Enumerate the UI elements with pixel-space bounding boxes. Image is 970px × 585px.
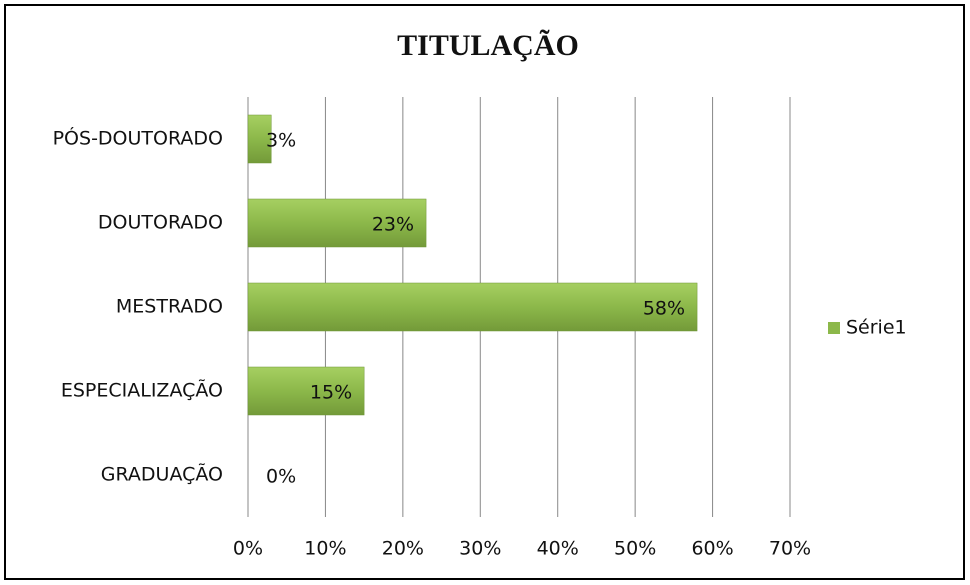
bar: [247, 198, 427, 248]
data-label: 3%: [266, 130, 296, 152]
y-tick-label: GRADUAÇÃO: [101, 463, 223, 486]
data-label: 0%: [266, 466, 296, 488]
bar: [247, 282, 698, 332]
y-tick-label: MESTRADO: [116, 296, 223, 318]
x-tick-label: 70%: [769, 538, 811, 560]
legend-swatch: [828, 322, 840, 334]
chart-title: TITULAÇÃO: [397, 29, 579, 62]
data-label: 23%: [372, 214, 414, 236]
x-tick-label: 40%: [537, 538, 579, 560]
x-tick-label: 20%: [382, 538, 424, 560]
x-tick-label: 0%: [233, 538, 263, 560]
y-tick-label: DOUTORADO: [98, 212, 223, 234]
data-label: 58%: [643, 298, 685, 320]
x-tick-label: 10%: [304, 538, 346, 560]
bar: [247, 114, 272, 164]
y-tick-label: ESPECIALIZAÇÃO: [61, 379, 223, 402]
x-tick-label: 50%: [614, 538, 656, 560]
y-tick-label: PÓS-DOUTORADO: [53, 126, 223, 150]
bar: [247, 366, 365, 416]
x-tick-label: 60%: [691, 538, 733, 560]
data-label: 15%: [310, 382, 352, 404]
x-tick-label: 30%: [459, 538, 501, 560]
legend-label: Série1: [846, 317, 907, 339]
